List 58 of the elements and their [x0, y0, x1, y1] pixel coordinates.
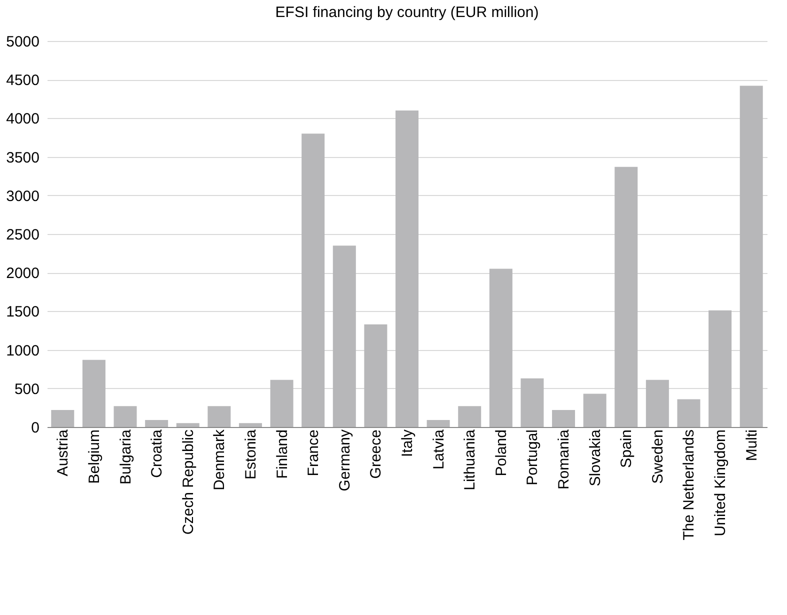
y-tick-label: 4500: [6, 72, 40, 90]
x-tick-label: Austria: [54, 428, 72, 476]
x-tick-label: Multi: [743, 430, 760, 462]
bar: [238, 423, 262, 427]
bar: [552, 410, 576, 427]
x-tick-label: Czech Republic: [180, 429, 197, 535]
bar: [708, 310, 732, 427]
bar: [270, 380, 294, 427]
bar: [458, 406, 482, 427]
bar: [176, 423, 200, 427]
x-tick-label: Lithuania: [462, 428, 479, 490]
x-tick-label: Denmark: [211, 429, 228, 490]
y-tick-label: 2500: [6, 226, 40, 244]
bar: [302, 134, 325, 427]
x-tick-label: Belgium: [86, 430, 103, 484]
bar: [51, 410, 74, 427]
bar: [208, 406, 231, 427]
x-tick-label: Romania: [556, 428, 573, 490]
y-tick-label: 500: [14, 380, 40, 398]
x-tick-label: Finland: [274, 430, 291, 479]
bar: [364, 324, 388, 427]
bar: [677, 399, 700, 427]
bar: [332, 246, 356, 427]
bar: [82, 360, 106, 427]
y-tick-label: 4000: [6, 110, 40, 128]
y-tick-label: 1500: [6, 304, 40, 321]
y-tick-label: 2000: [6, 265, 40, 282]
x-tick-label: France: [305, 430, 322, 476]
x-tick-label: Estonia: [242, 428, 260, 480]
bar: [489, 268, 512, 427]
bar: [426, 420, 450, 427]
bar: [145, 420, 168, 427]
x-tick-label: Slovakia: [586, 428, 604, 486]
bar: [396, 110, 418, 427]
y-tick-label: 3500: [6, 149, 40, 166]
chart-title: EFSI financing by country (EUR million): [275, 4, 539, 21]
y-tick-label: 5000: [6, 34, 40, 50]
x-tick-label: Croatia: [148, 428, 166, 478]
x-tick-label: Portugal: [524, 430, 542, 486]
x-tick-label: Bulgaria: [117, 428, 134, 485]
bar: [114, 406, 137, 427]
x-tick-label: Germany: [336, 429, 354, 492]
y-tick-label: 3000: [6, 188, 40, 205]
bar: [614, 166, 638, 427]
x-tick-label: Sweden: [649, 430, 666, 484]
x-tick-label: Poland: [492, 430, 510, 476]
x-tick-label: United Kingdom: [712, 430, 730, 536]
x-tick-label: Italy: [399, 429, 416, 458]
y-tick-label: 0: [31, 420, 40, 436]
x-tick-label: Spain: [618, 430, 636, 468]
x-tick-label: Latvia: [430, 428, 448, 470]
y-tick-label: 1000: [6, 342, 40, 360]
bar: [646, 380, 669, 427]
bar: [740, 86, 763, 427]
x-tick-label: Greece: [368, 430, 385, 479]
bar: [583, 394, 606, 427]
x-tick-label: The Netherlands: [680, 430, 698, 540]
bar: [520, 378, 544, 427]
